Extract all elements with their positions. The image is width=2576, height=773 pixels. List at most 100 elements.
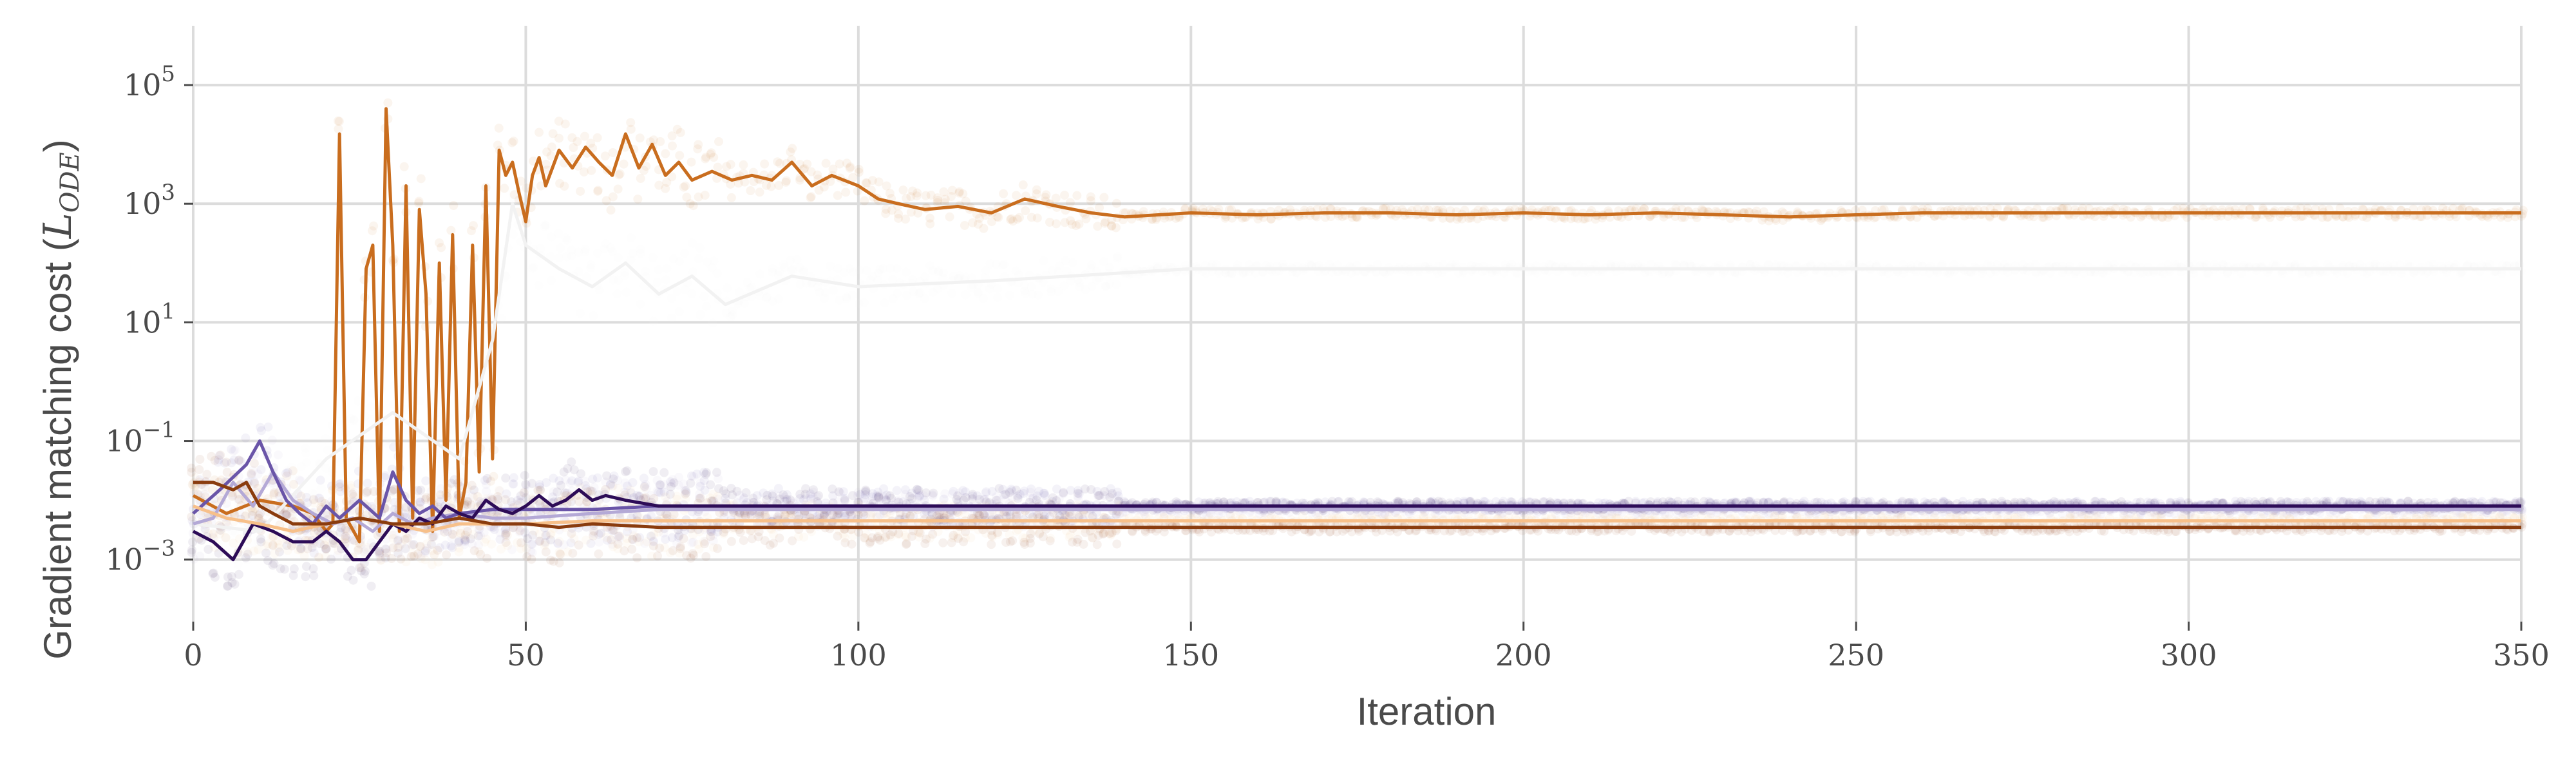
scatter-point [562,235,572,245]
scatter-point [2458,204,2467,213]
scatter-point [334,124,343,134]
scatter-point [1420,205,1430,215]
scatter-point [722,162,732,171]
scatter-point [701,301,711,311]
scatter-point [841,187,851,197]
scatter-point [263,546,272,556]
scatter-point [509,137,518,146]
scatter-point [2157,212,2167,222]
scatter-point [968,218,978,227]
scatter-point [348,575,358,585]
scatter-point [2335,204,2345,213]
scatter-point [2063,204,2072,213]
scatter-point [569,142,578,152]
scatter-point [1067,220,1077,229]
scatter-point [482,473,492,483]
scatter-point [749,177,759,186]
scatter-point [428,533,437,542]
scatter-point [854,167,864,177]
scatter-point [693,144,703,154]
scatter-point [267,542,277,552]
scatter-point [535,128,544,137]
scatter-point [867,176,877,186]
scatter-point [586,260,596,270]
scatter-point [938,268,948,278]
scatter-point [1816,216,1826,225]
scatter-point [669,478,679,488]
scatter-point [1912,213,1922,222]
scatter-point [1040,193,1050,202]
scatter-point [1011,485,1021,495]
scatter-point [1104,263,1114,272]
scatter-point [1072,191,1082,200]
scatter-point [1112,198,1121,208]
scatter-point [493,140,502,150]
scatter-point [242,555,252,564]
scatter-point [1923,204,1933,213]
scatter-point [614,170,623,180]
scatter-point [1018,180,1028,190]
scatter-point [782,176,791,186]
scatter-point [1015,213,1025,222]
scatter-point [974,213,984,223]
scatter-point [321,544,331,553]
scatter-point [509,190,519,200]
scatter-point [376,555,386,565]
scatter-point [786,265,796,274]
scatter-point [713,162,723,172]
scatter-point [362,442,372,452]
scatter-point [547,142,556,152]
scatter-point [437,243,446,253]
scatter-point [428,532,438,542]
scatter-point [527,479,537,488]
scatter-point [709,256,719,266]
scatter-point [363,479,372,488]
scatter-point [1198,204,1208,214]
scatter-point [346,566,356,575]
scatter-point [1053,267,1063,276]
scatter-point [434,238,444,247]
scatter-point [608,192,618,202]
scatter-point [576,186,585,196]
scatter-point [1457,214,1467,224]
scatter-point [835,159,844,169]
scatter-point [195,551,205,561]
scatter-point [289,571,298,580]
scatter-point [2039,213,2049,222]
scatter-point [1677,213,1687,222]
scatter-point [536,181,545,191]
scatter-point [2172,204,2182,214]
scatter-point [649,135,658,145]
scatter-point [1074,219,1084,229]
scatter-point [2251,212,2261,222]
scatter-point [309,528,319,537]
scatter-point [806,192,816,202]
scatter-point [1039,488,1048,498]
scatter-point [2250,213,2260,222]
scatter-point [253,537,263,547]
scatter-point [893,289,902,298]
scatter-point [667,313,676,323]
scatter-point [2503,213,2513,222]
scatter-point [256,464,266,474]
scatter-point [1325,204,1335,214]
scatter-point [567,245,576,255]
scatter-point [1479,205,1489,215]
scatter-point [813,170,822,180]
scatter-point [234,569,243,579]
scatter-point [1005,291,1014,300]
scatter-point [580,247,590,257]
scatter-point [845,264,855,274]
scatter-point [1452,215,1462,224]
scatter-point [554,229,564,238]
scatter-point [933,198,942,207]
scatter-point [726,179,735,189]
scatter-point [254,513,263,523]
scatter-point [233,560,243,569]
scatter-point [554,253,564,263]
scatter-point [2438,204,2448,213]
scatter-point [574,247,583,257]
scatter-point [641,162,651,171]
scatter-point [548,129,558,138]
scatter-point [721,308,731,318]
